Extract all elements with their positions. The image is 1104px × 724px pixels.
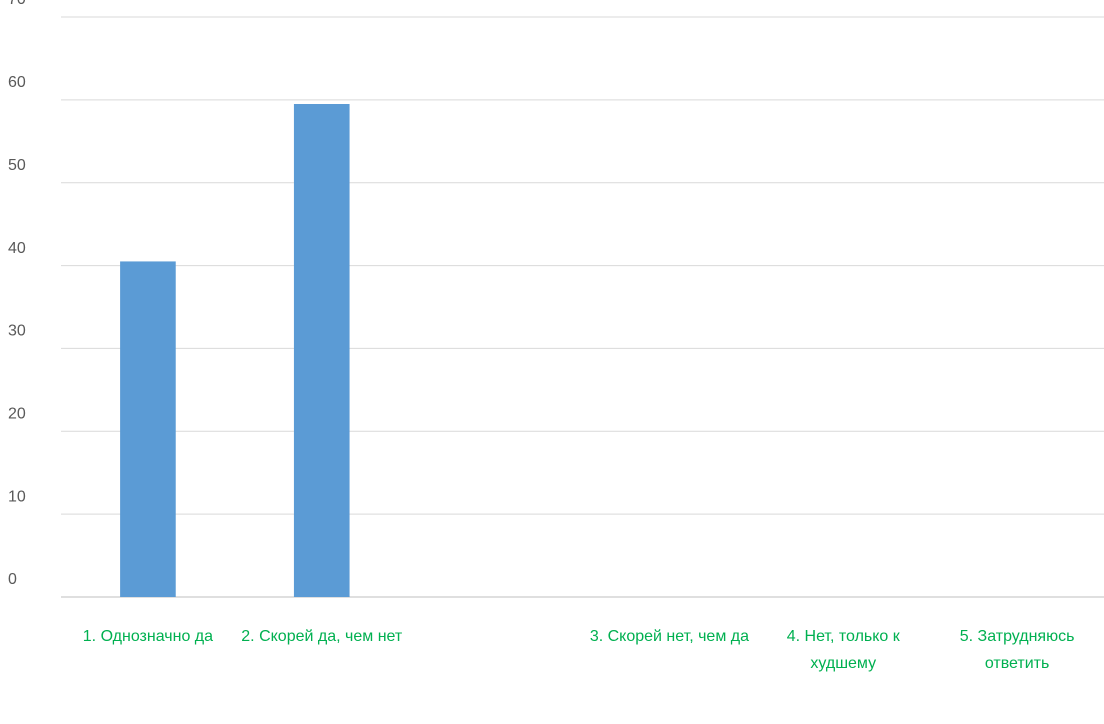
y-tick-label: 40 bbox=[8, 240, 26, 257]
x-tick-label: 4. Нет, только к худшему bbox=[787, 628, 901, 672]
x-tick-label: 2. Скорей да, чем нет bbox=[241, 628, 403, 645]
y-tick-label: 0 bbox=[8, 571, 17, 588]
bar bbox=[293, 104, 350, 597]
y-tick-label: 20 bbox=[8, 406, 26, 423]
y-tick-label: 10 bbox=[8, 488, 26, 505]
y-tick-label: 50 bbox=[8, 157, 26, 174]
x-tick-label: 5. Затрудняюсь ответить bbox=[960, 628, 1075, 672]
y-tick-label: 60 bbox=[8, 74, 26, 91]
x-tick-label: 1. Однозначно да bbox=[83, 628, 213, 645]
y-tick-label: 30 bbox=[8, 323, 26, 340]
bar bbox=[120, 261, 176, 597]
x-tick-label: 3. Скорей нет, чем да bbox=[590, 628, 749, 645]
y-tick-label: 70 bbox=[8, 0, 26, 8]
